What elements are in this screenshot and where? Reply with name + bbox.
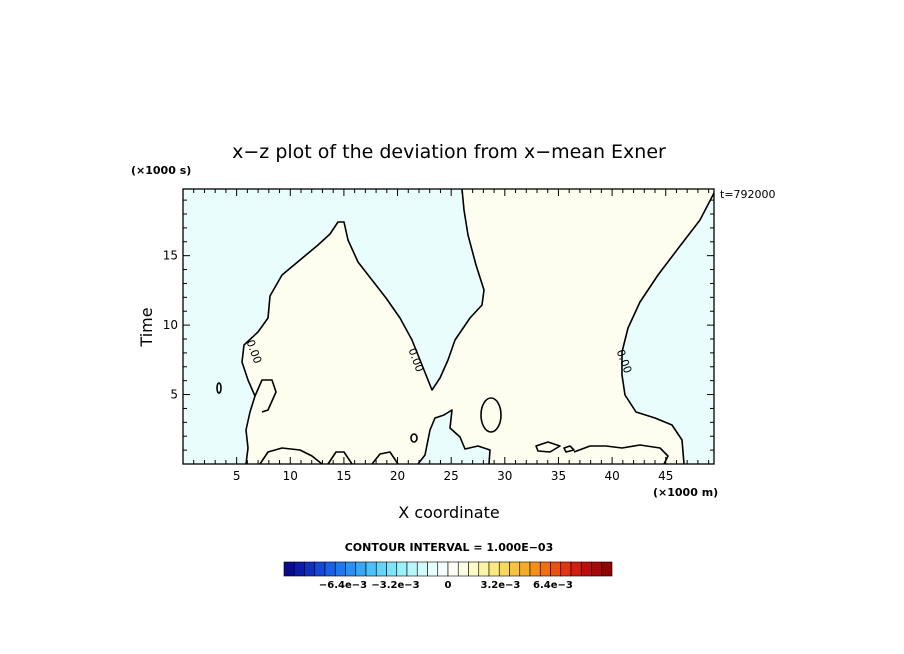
colorbar-swatch [488, 561, 500, 577]
contour-line [216, 382, 222, 394]
colorbar-tick-label: 6.4e−3 [533, 580, 573, 591]
contour-line [254, 379, 277, 413]
colorbar-swatch [396, 561, 408, 577]
colorbar-swatch [447, 561, 459, 577]
contour-line [241, 188, 485, 465]
y-tick-label: 10 [163, 318, 178, 332]
contour-line [417, 409, 491, 465]
colorbar-swatch [283, 561, 295, 577]
colorbar-swatch [334, 561, 346, 577]
x-axis-label: X coordinate [398, 503, 499, 522]
colorbar-swatch [427, 561, 439, 577]
colorbar-swatch [345, 561, 357, 577]
contour-line [563, 445, 575, 453]
colorbar-tick-label: 3.2e−3 [481, 580, 521, 591]
colorbar-swatch [550, 561, 562, 577]
colorbar-swatch [580, 561, 592, 577]
contour-interval-text: CONTOUR INTERVAL = 1.000E−03 [345, 541, 554, 554]
y-tick-label: 5 [170, 388, 178, 402]
colorbar-swatch [519, 561, 531, 577]
contour-line [327, 451, 353, 465]
positive-region [242, 189, 714, 464]
x-tick-label: 30 [497, 469, 512, 483]
colorbar-swatch [498, 561, 510, 577]
contour-line [535, 441, 561, 453]
colorbar-swatch [457, 561, 469, 577]
x-unit-label: (×1000 m) [653, 486, 718, 499]
colorbar-swatch [406, 561, 418, 577]
contour-line [371, 451, 399, 465]
colorbar-swatch [601, 561, 613, 577]
colorbar-swatch [529, 561, 541, 577]
colorbar-swatch [509, 561, 521, 577]
axis-ticks: 5 10 15 20 25 30 35 40 45 5 10 15 [163, 189, 714, 483]
colorbar-tick-label: 0 [445, 580, 452, 591]
y-axis-label: Time [137, 307, 156, 347]
colorbar-swatch [304, 561, 316, 577]
contour-line [573, 444, 669, 465]
plot-frame [182, 188, 715, 465]
contour-line [259, 447, 323, 465]
x-tick-label: 25 [444, 469, 459, 483]
x-tick-label: 20 [390, 469, 405, 483]
colorbar-swatch [355, 561, 367, 577]
colorbar-swatch [570, 561, 582, 577]
contour-line [410, 433, 418, 443]
x-tick-label: 35 [551, 469, 566, 483]
x-tick-label: 15 [336, 469, 351, 483]
time-stamp: t=792000 [720, 188, 776, 201]
x-tick-label: 40 [604, 469, 619, 483]
y-tick-label: 15 [163, 249, 178, 263]
x-tick-label: 10 [283, 469, 298, 483]
colorbar-swatch [375, 561, 387, 577]
colorbar-swatch [437, 561, 449, 577]
colorbar-swatch [365, 561, 377, 577]
x-tick-label: 5 [233, 469, 241, 483]
colorbar-swatch [539, 561, 551, 577]
colorbar-swatch [416, 561, 428, 577]
colorbar-swatch [324, 561, 336, 577]
x-tick-label: 45 [658, 469, 673, 483]
chart-title: x−z plot of the deviation from x−mean Ex… [232, 141, 666, 163]
colorbar-tick-label: −6.4e−3 [319, 580, 367, 591]
colorbar-swatch [314, 561, 326, 577]
colorbar-swatch [560, 561, 572, 577]
colorbar-swatch [386, 561, 398, 577]
colorbar-tick-label: −3.2e−3 [371, 580, 419, 591]
zero-contours [216, 188, 715, 465]
colorbar [283, 561, 613, 577]
colorbar-labels: −6.4e−3 −3.2e−3 0 3.2e−3 6.4e−3 [319, 580, 573, 591]
y-unit-label: (×1000 s) [131, 164, 191, 177]
colorbar-swatch [478, 561, 490, 577]
contour-line [621, 192, 715, 465]
contour-line [480, 397, 502, 433]
colorbar-swatch [591, 561, 603, 577]
colorbar-swatch [468, 561, 480, 577]
colorbar-swatch [293, 561, 305, 577]
